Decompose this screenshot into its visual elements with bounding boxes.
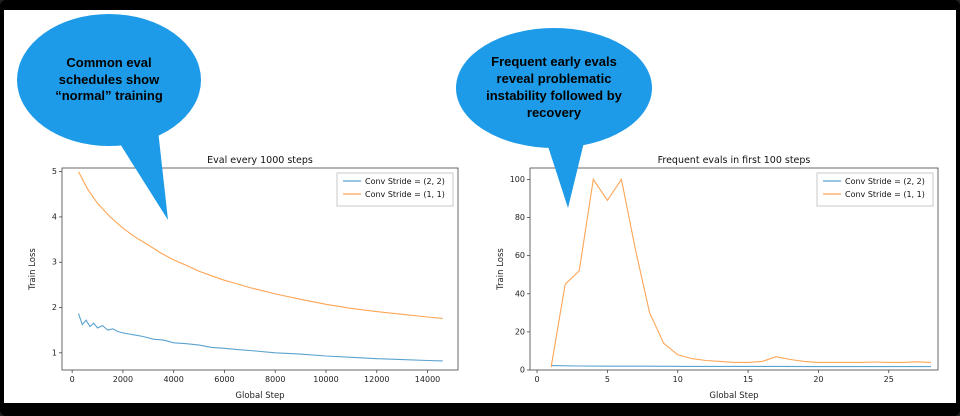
y-tick-label: 2 <box>52 303 57 312</box>
x-tick-label: 12000 <box>364 375 389 384</box>
chart-frequent-evals-svg: 0 5 10 15 20 25 0 20 40 60 80 100 Frequent evals in … <box>496 155 939 401</box>
chart-eval-1000-svg: 0 2000 4000 6000 8000 10000 12000 14000 1 2 3 4 5 Eva… <box>28 155 459 401</box>
callout-normal-training: Common eval schedules show “normal” trai… <box>4 10 264 240</box>
x-tick-label: 14000 <box>415 375 440 384</box>
x-tick-label: 10 <box>673 375 683 384</box>
y-tick-label: 40 <box>515 289 525 298</box>
y-tick-label: 20 <box>515 327 525 336</box>
series-line <box>78 171 443 319</box>
y-tick-label: 0 <box>520 366 525 375</box>
legend-label: Conv Stride = (1, 1) <box>365 190 445 199</box>
chart-eval-every-1000-steps: 0 2000 4000 6000 8000 10000 12000 14000 1 2 3 4 5 Eva… <box>26 152 468 402</box>
y-tick-label: 1 <box>52 348 57 357</box>
chart-title: Frequent evals in first 100 steps <box>658 155 811 166</box>
plot-border <box>529 167 939 371</box>
y-tick-label: 80 <box>515 213 525 222</box>
y-tick-label: 100 <box>510 175 525 184</box>
y-tick-label: 5 <box>52 167 57 176</box>
series-line <box>551 365 931 368</box>
bubble-tail-left <box>110 128 168 220</box>
x-tick-label: 0 <box>70 375 75 384</box>
callout-instability: Frequent early evals reveal problematic … <box>444 10 704 230</box>
x-axis-label: Global Step <box>709 391 758 401</box>
x-tick-label: 6000 <box>214 375 234 384</box>
x-tick-label: 4000 <box>164 375 184 384</box>
legend-label: Conv Stride = (1, 1) <box>845 190 925 199</box>
series-line <box>77 313 443 362</box>
chart-frequent-evals: 0 5 10 15 20 25 0 20 40 60 80 100 Frequent evals in … <box>494 152 948 402</box>
x-tick-label: 15 <box>743 375 753 384</box>
y-tick-label: 4 <box>52 212 57 221</box>
y-tick-label: 3 <box>52 258 57 267</box>
series-line <box>550 177 932 368</box>
x-tick-label: 25 <box>884 375 894 384</box>
y-axis-label: Train Loss <box>496 248 506 291</box>
x-tick-label: 0 <box>534 375 539 384</box>
plot-border <box>61 167 459 371</box>
legend-label: Conv Stride = (2, 2) <box>365 177 445 186</box>
speech-bubble-right: Frequent early evals reveal problematic … <box>456 28 652 148</box>
x-tick-label: 8000 <box>265 375 285 384</box>
y-tick-label: 60 <box>515 251 525 260</box>
x-tick-label: 5 <box>605 375 610 384</box>
x-tick-label: 2000 <box>113 375 133 384</box>
legend-box <box>816 172 934 207</box>
legend-box <box>336 172 454 207</box>
x-tick-label: 20 <box>813 375 823 384</box>
y-axis-label: Train Loss <box>28 248 38 291</box>
legend-label: Conv Stride = (2, 2) <box>845 177 925 186</box>
x-axis-label: Global Step <box>235 391 284 401</box>
bubble-text-right: Frequent early evals reveal problematic … <box>486 54 622 120</box>
speech-bubble-left: Common eval schedules show “normal” trai… <box>17 14 201 146</box>
x-tick-label: 10000 <box>313 375 338 384</box>
slide: Common eval schedules show “normal” trai… <box>4 10 956 403</box>
chart-title: Eval every 1000 steps <box>207 155 313 166</box>
bubble-tail-right <box>544 134 586 208</box>
bubble-text-left: Common eval schedules show “normal” trai… <box>55 54 163 104</box>
